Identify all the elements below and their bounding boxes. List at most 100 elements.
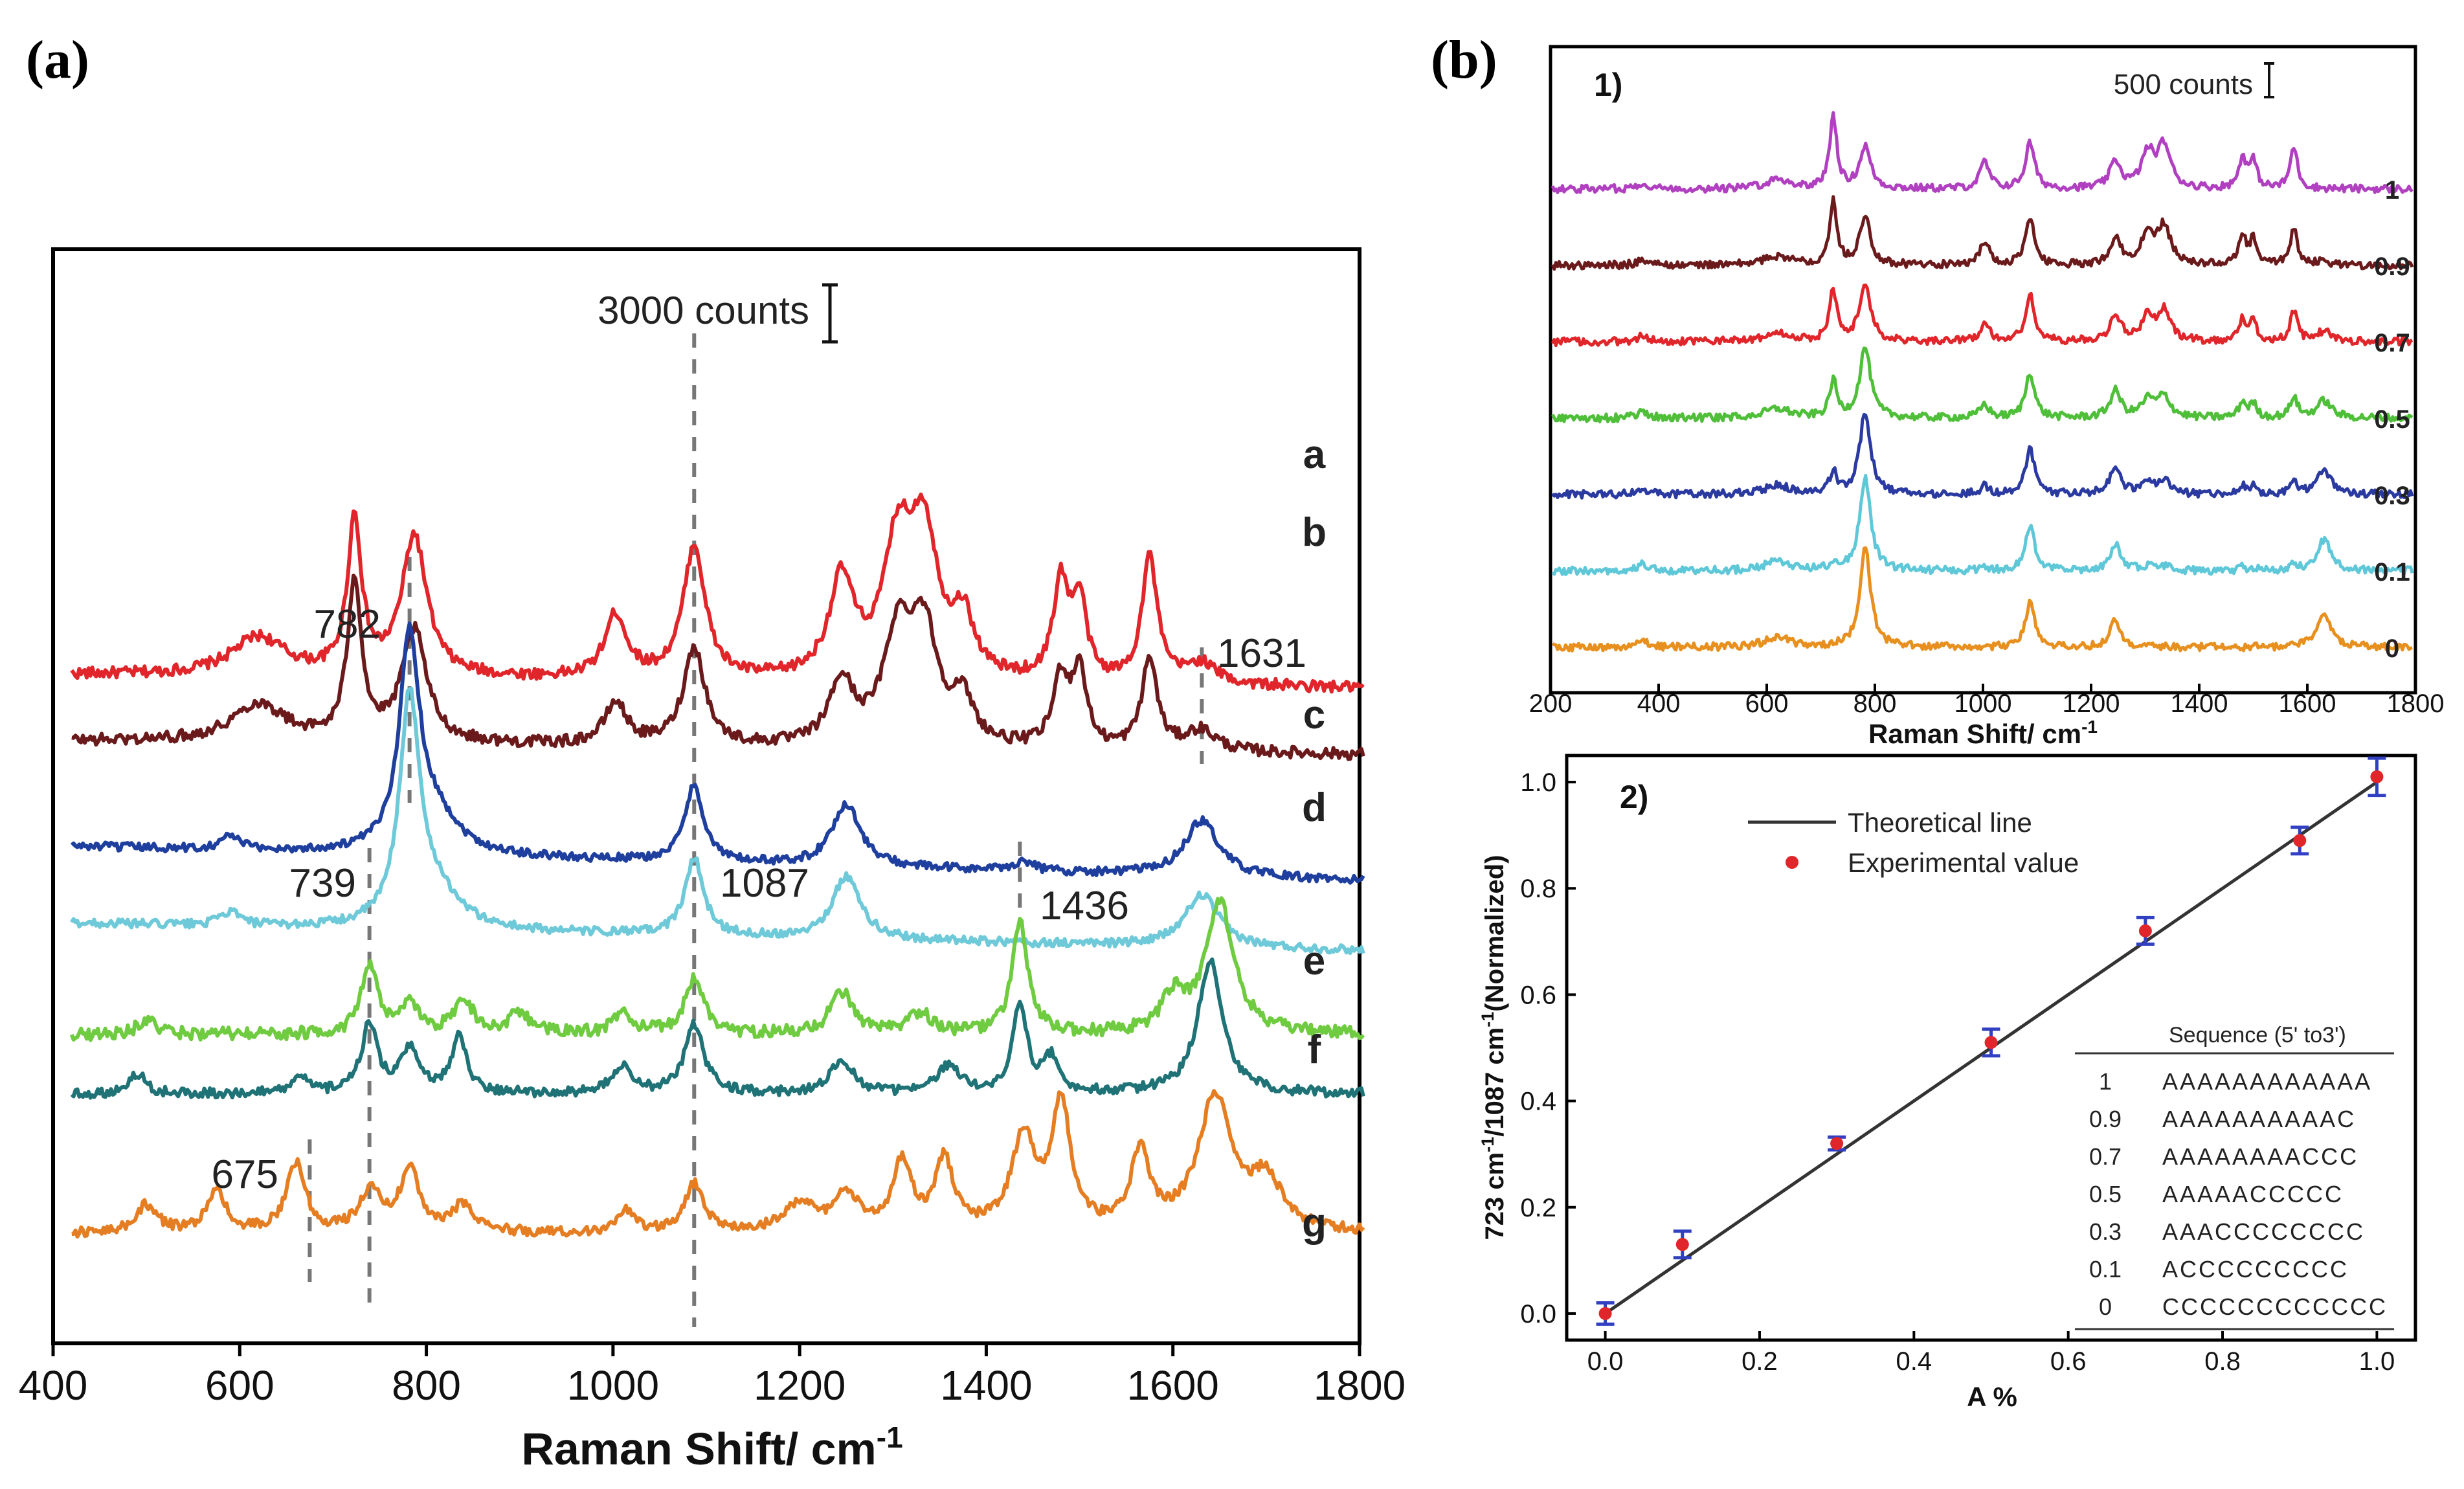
- b1-spectrum-0.3: [1551, 412, 2414, 500]
- b1-spectrum-0.9: [1551, 195, 2414, 271]
- b1-series-label-0.5: 0.5: [2374, 405, 2410, 434]
- table-seq-4: AAACCCCCCCC: [2162, 1218, 2365, 1245]
- b1-series-label-0.9: 0.9: [2374, 252, 2410, 281]
- b2-y-tick-label-1: 1.0: [1520, 768, 1556, 797]
- x-tick-label-1200: 1200: [754, 1362, 846, 1409]
- panel-a-x-axis-label: Raman Shift/ cm-1: [521, 1420, 902, 1474]
- b1-spectrum-0.1: [1551, 473, 2414, 576]
- chart-2-y-axis-label: 723 cm-1/1087 cm-1(Normalized): [1478, 855, 1509, 1240]
- x-tick-label-800: 800: [392, 1362, 461, 1409]
- x-tick-label-1000: 1000: [567, 1362, 659, 1409]
- b2-x-tick-label-0.6: 0.6: [2050, 1347, 2087, 1376]
- panel-a-label: (a): [26, 30, 89, 90]
- chart-2-x-axis-label: A %: [1967, 1382, 2017, 1412]
- table-frac-4: 0.3: [2089, 1218, 2122, 1245]
- sequence-table-rows: 1 AAAAAAAAAAAA 0.9 AAAAAAAAAAC 0.7 AAAAAAAACC…: [2089, 1068, 2388, 1320]
- experimental-point-4: [2138, 924, 2152, 937]
- experimental-point-1: [1675, 1238, 1689, 1251]
- chart-2-plot: [1596, 756, 2386, 1326]
- x-tick-label-1600: 1600: [1127, 1362, 1219, 1409]
- b2-y-tick-label-0.2: 0.2: [1520, 1194, 1556, 1222]
- panel-a-guide-lines: [308, 333, 1204, 1327]
- panel-a-series: [69, 492, 1365, 1239]
- b2-y-tick-label-0.4: 0.4: [1520, 1088, 1556, 1116]
- x-tick-label-1400: 1400: [940, 1362, 1032, 1409]
- panel-a-scale-bar-label: 3000 counts: [598, 289, 809, 332]
- b2-x-tick-label-0.4: 0.4: [1896, 1347, 1932, 1376]
- b1-series-label-0.7: 0.7: [2374, 329, 2410, 357]
- spectrum-g: [71, 1089, 1365, 1239]
- table-frac-6: 0: [2099, 1293, 2112, 1320]
- x-tick-label-1800: 1800: [1314, 1362, 1406, 1409]
- b1-x-tick-label-1600: 1600: [2279, 689, 2336, 718]
- chart-1-series: [1551, 111, 2414, 653]
- panel-b-label: (b): [1431, 30, 1497, 90]
- annotation-782: 782: [314, 602, 381, 647]
- b2-y-tick-label-0: 0.0: [1520, 1300, 1556, 1328]
- panel-a-x-ticks: 400 600 800 1000 1200 1400 1600 1800: [19, 1343, 1406, 1409]
- series-label-b: b: [1302, 510, 1327, 555]
- b1-x-tick-label-600: 600: [1745, 689, 1789, 718]
- x-tick-label-600: 600: [205, 1362, 274, 1409]
- series-label-f: f: [1308, 1027, 1321, 1072]
- chart-2-legend: Theoretical line Experimental value: [1748, 807, 2079, 878]
- chart-1-x-axis-label: Raman Shift/ cm-1: [1868, 717, 2098, 749]
- b2-x-tick-label-0: 0.0: [1587, 1347, 1624, 1376]
- b1-series-label-0.1: 0.1: [2374, 558, 2410, 587]
- table-seq-6: CCCCCCCCCCCC: [2162, 1293, 2388, 1320]
- b1-spectrum-0.5: [1551, 346, 2414, 423]
- panel-b: (b) 1) 500 counts 1 0.9 0.7 0.5 0.3 0.1 0 200 4…: [1431, 30, 2444, 1412]
- chart-1-x-ticks: 200 400 600 800 1000 1200 1400 1600 1800: [1529, 684, 2444, 718]
- annotation-675: 675: [212, 1152, 278, 1197]
- b2-y-tick-label-0.8: 0.8: [1520, 875, 1556, 903]
- legend-experimental-label: Experimental value: [1848, 847, 2079, 878]
- table-seq-3: AAAAACCCCC: [2162, 1181, 2344, 1207]
- chart-1-frame: [1549, 45, 2417, 695]
- spectrum-c: [70, 621, 1365, 885]
- legend-marker-swatch: [1786, 856, 1798, 869]
- b1-x-tick-label-200: 200: [1529, 689, 1573, 718]
- b1-series-label-0: 0: [2385, 634, 2399, 663]
- sequence-table-header: Sequence (5' to3'): [2169, 1023, 2346, 1047]
- x-tick-label-400: 400: [19, 1362, 88, 1409]
- table-frac-1: 0.9: [2089, 1106, 2122, 1132]
- series-label-c: c: [1303, 693, 1325, 737]
- experimental-point-0: [1598, 1306, 1612, 1320]
- legend-theoretical-label: Theoretical line: [1848, 807, 2032, 838]
- table-frac-0: 1: [2099, 1068, 2112, 1095]
- b1-spectrum-0.7: [1551, 284, 2414, 348]
- panel-a-frame: [51, 247, 1361, 1345]
- panel-a: (a) 400 600 800 1000 1200 1400 1600 1800 3000 c…: [19, 30, 1406, 1474]
- b1-spectrum-0: [1551, 546, 2413, 653]
- b2-x-tick-label-0.8: 0.8: [2204, 1347, 2241, 1376]
- chart-2-sub-label: 2): [1620, 779, 1648, 815]
- series-label-e: e: [1303, 939, 1325, 983]
- spectrum-e: [69, 896, 1365, 1042]
- sequence-table: Sequence (5' to3') 1 AAAAAAAAAAAA 0.9 AAAAA…: [2075, 1023, 2394, 1330]
- series-label-d: d: [1302, 785, 1327, 830]
- chart-1-scale-bar-label: 500 counts: [2114, 69, 2253, 100]
- b1-x-tick-label-1200: 1200: [2063, 689, 2120, 718]
- spectrum-a: [70, 492, 1365, 694]
- table-frac-2: 0.7: [2089, 1143, 2122, 1170]
- table-seq-2: AAAAAAAACCC: [2162, 1143, 2358, 1170]
- experimental-point-2: [1830, 1137, 1844, 1150]
- panel-b-chart-2: 2) 0.0 0.2 0.4 0.6 0.8 1.00.00.20.40.60.81.0 …: [1478, 754, 2417, 1412]
- experimental-point-5: [2293, 834, 2307, 847]
- b1-x-tick-label-400: 400: [1637, 689, 1681, 718]
- series-label-g: g: [1302, 1201, 1327, 1246]
- annotation-1436: 1436: [1040, 884, 1129, 928]
- chart-2-frame: [1565, 754, 2417, 1342]
- experimental-point-3: [1984, 1036, 1998, 1049]
- b1-series-label-0.3: 0.3: [2374, 482, 2410, 510]
- table-seq-1: AAAAAAAAAAC: [2162, 1106, 2356, 1132]
- b1-x-tick-label-1400: 1400: [2171, 689, 2228, 718]
- chart-1-series-labels: 1 0.9 0.7 0.5 0.3 0.1 0: [2374, 176, 2410, 663]
- annotation-1087: 1087: [720, 861, 809, 906]
- b1-spectrum-1: [1551, 111, 2414, 194]
- annotation-739: 739: [289, 861, 356, 906]
- chart-1-sub-label: 1): [1594, 67, 1622, 103]
- spectrum-d: [70, 686, 1365, 956]
- chart-2-ticks: 0.0 0.2 0.4 0.6 0.8 1.0 0.0 0.2 0.4 0.6 0.8 1.0: [1520, 768, 2395, 1376]
